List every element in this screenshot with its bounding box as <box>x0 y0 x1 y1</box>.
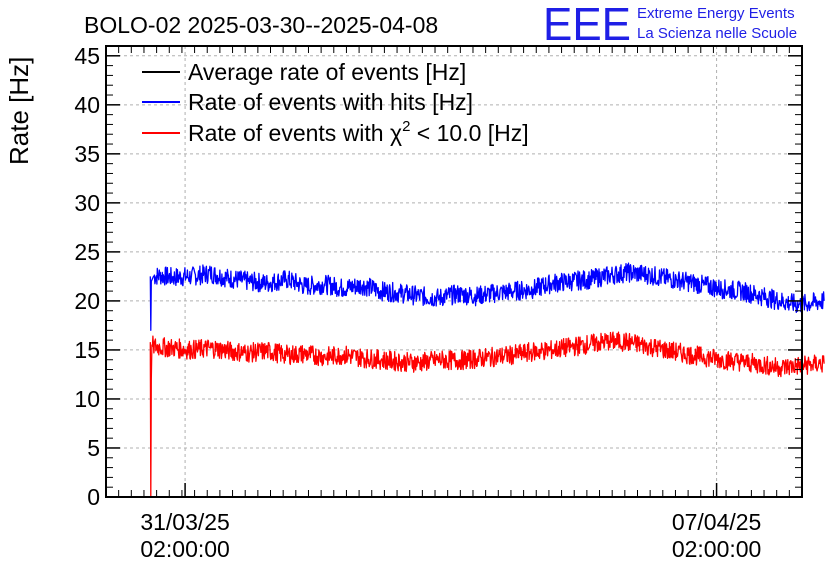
series-line-2 <box>149 331 825 498</box>
x-tick-label-date: 31/03/25 <box>140 509 230 535</box>
legend-label-chi2-main: Rate of events with χ <box>188 120 402 146</box>
y-tick-label: 35 <box>74 141 100 167</box>
y-tick-label: 20 <box>74 288 100 314</box>
x-tick-label-date: 07/04/25 <box>672 509 762 535</box>
y-tick-label: 0 <box>87 484 100 510</box>
x-tick-label-time: 02:00:00 <box>140 536 230 562</box>
y-tick-label: 40 <box>74 92 100 118</box>
grid-lines <box>106 46 802 497</box>
y-axis-ticks: 0 5 10 15 20 25 30 35 40 45 <box>74 43 802 510</box>
y-tick-label: 10 <box>74 386 100 412</box>
x-tick-label-time: 02:00:00 <box>672 536 762 562</box>
y-tick-label: 30 <box>74 190 100 216</box>
eee-logo: EEE Extreme Energy Events La Scienza nel… <box>543 0 797 50</box>
y-tick-label: 45 <box>74 43 100 69</box>
y-tick-label: 5 <box>87 435 100 461</box>
eee-logo-line1: Extreme Energy Events <box>637 5 795 22</box>
y-tick-label: 15 <box>74 337 100 363</box>
legend-label-chi2: Rate of events with χ2 < 10.0 [Hz] <box>188 118 529 146</box>
eee-logo-line2: La Scienza nelle Scuole <box>637 25 797 42</box>
legend-label-average: Average rate of events [Hz] <box>188 59 466 85</box>
legend-label-chi2-sup: 2 <box>402 118 410 135</box>
series-line-1 <box>149 262 825 331</box>
legend: Average rate of events [Hz] Rate of even… <box>142 59 529 146</box>
legend-label-chi2-tail: < 10.0 [Hz] <box>410 120 528 146</box>
series-group <box>149 262 825 498</box>
y-axis-label: Rate [Hz] <box>4 57 34 165</box>
eee-logo-mark: EEE <box>543 0 631 50</box>
chart-title: BOLO-02 2025-03-30--2025-04-08 <box>84 12 438 38</box>
y-tick-label: 25 <box>74 239 100 265</box>
legend-label-hits: Rate of events with hits [Hz] <box>188 89 473 115</box>
